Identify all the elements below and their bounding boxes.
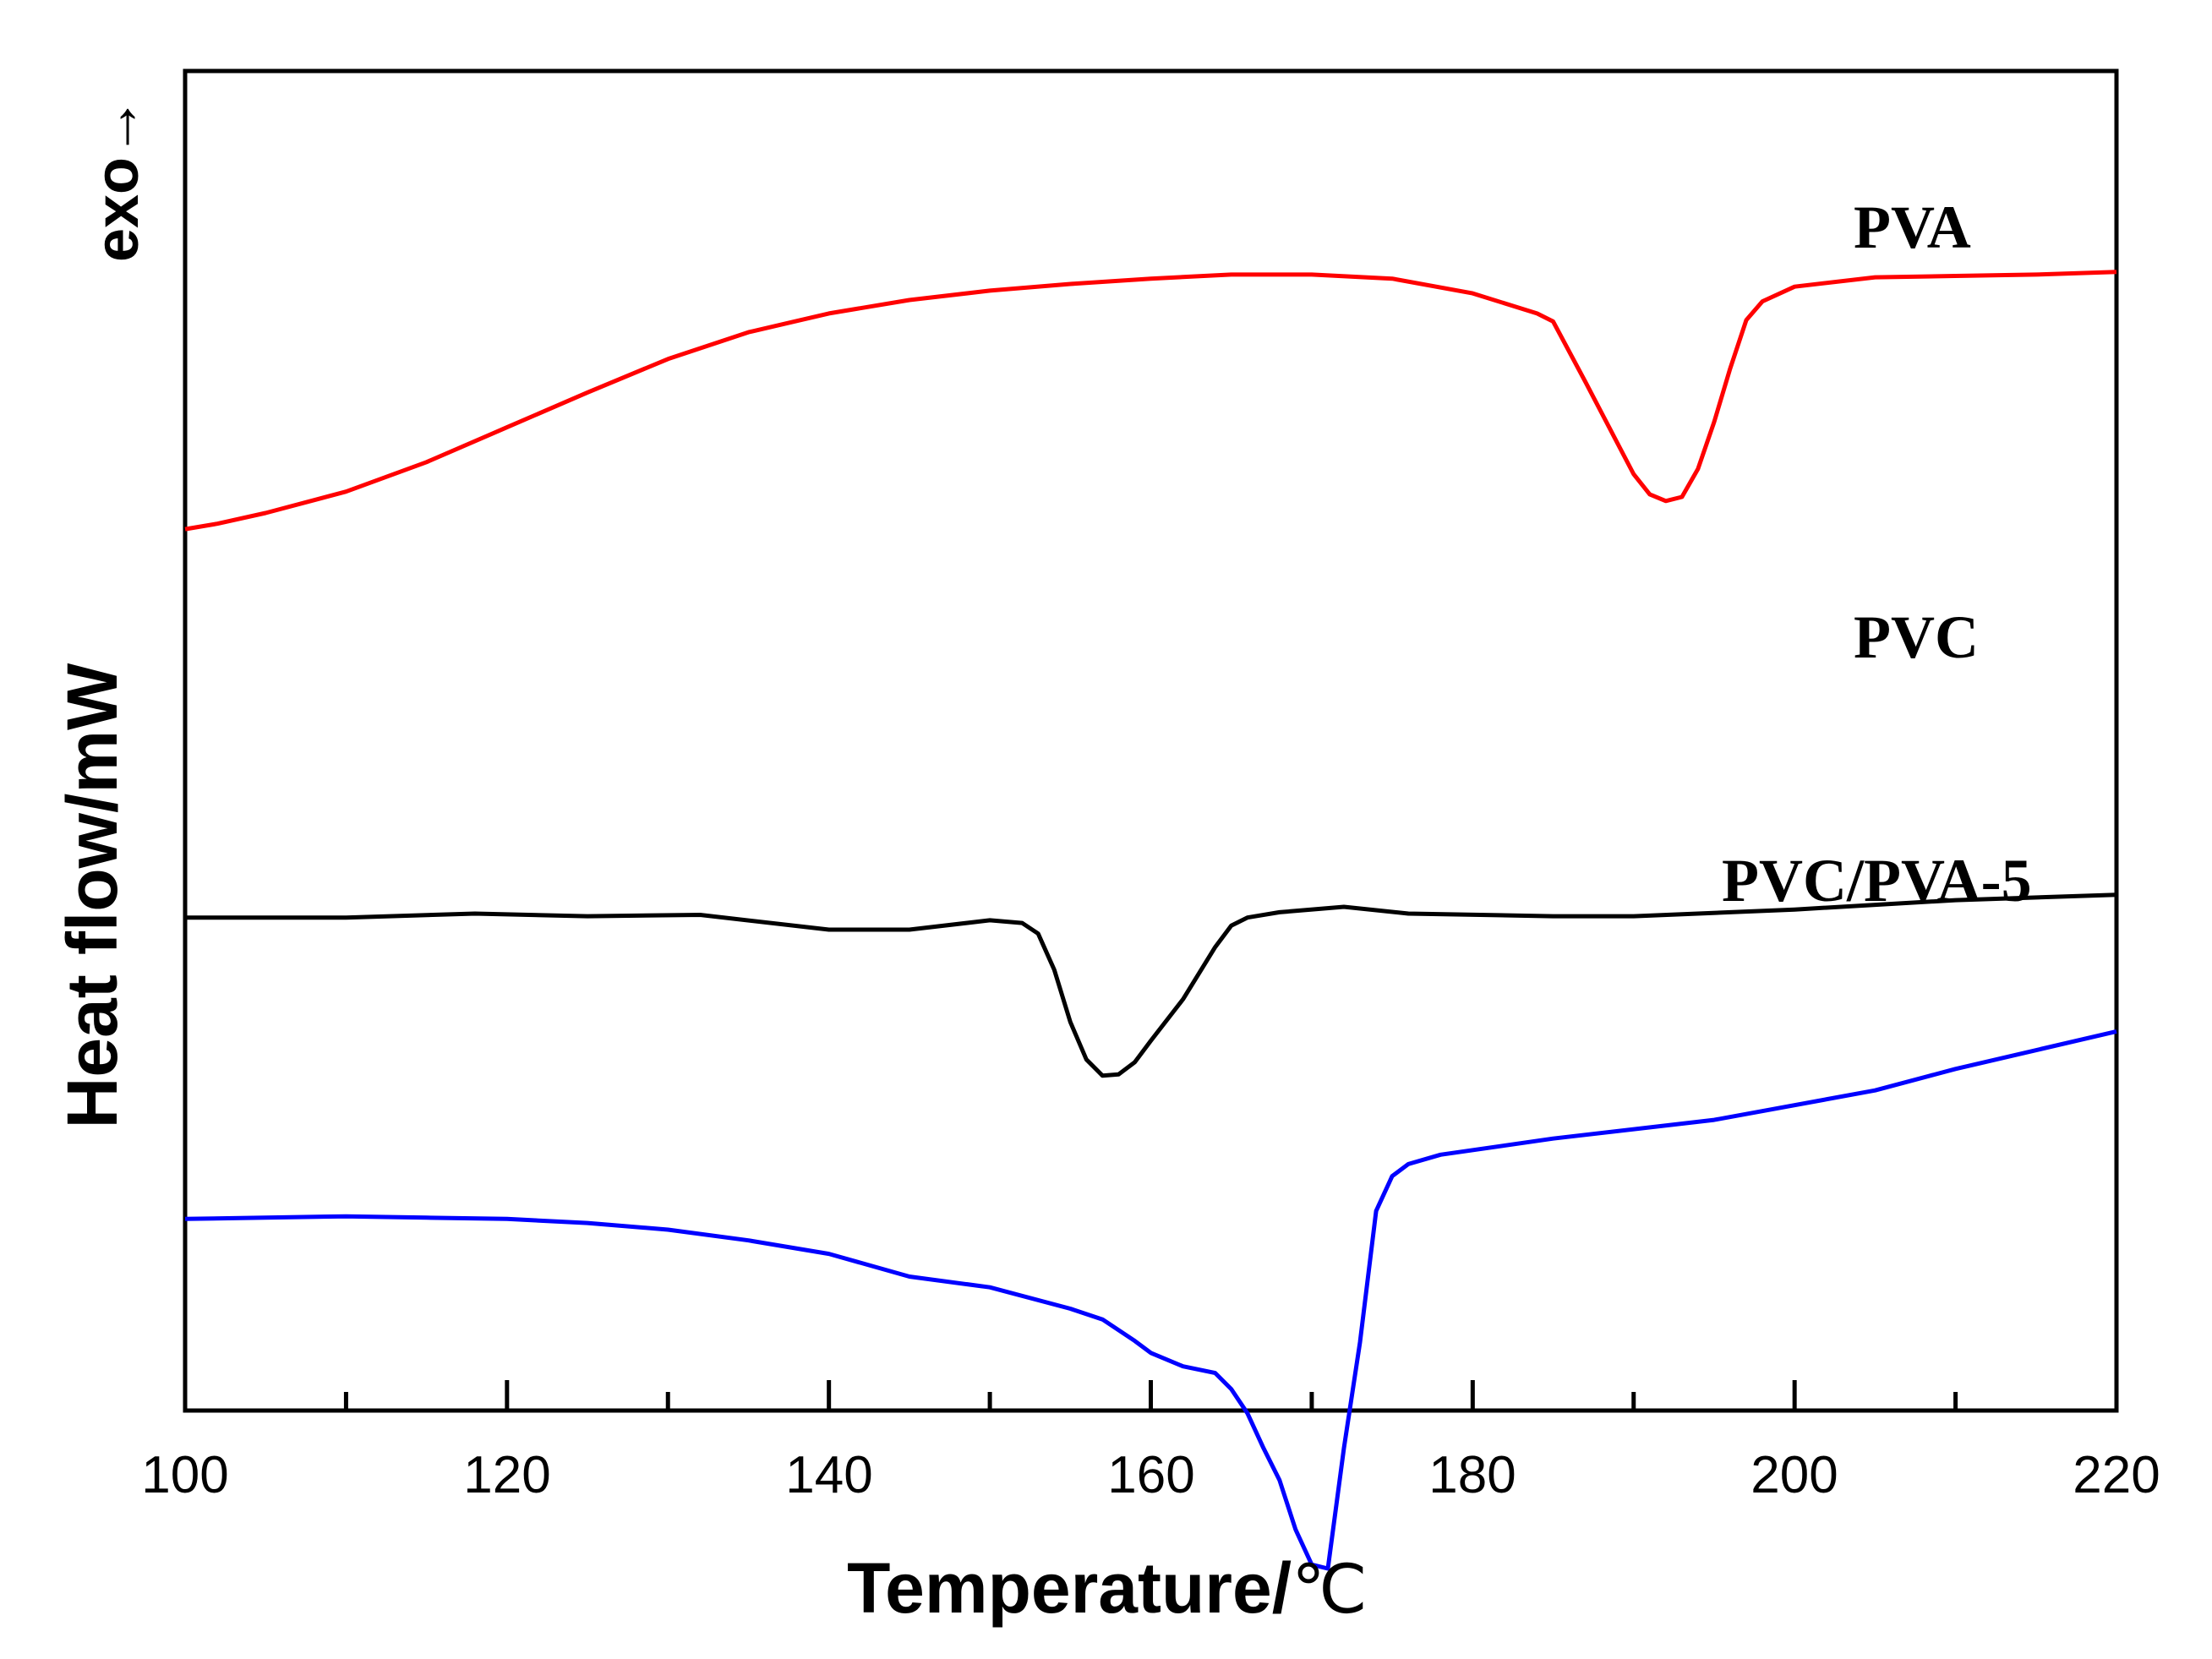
pvc-pva-5-series-line xyxy=(184,1029,2117,1571)
pva-series-label: PVA xyxy=(1854,194,1971,261)
x-axis-ticks xyxy=(183,1380,2119,1411)
x-tick-label: 220 xyxy=(2073,1446,2160,1504)
x-axis-title-unit: ℃ xyxy=(1292,1552,1368,1627)
x-axis-tick-labels: 100 120 140 160 180 200 220 xyxy=(141,1446,2160,1504)
x-tick-label: 160 xyxy=(1107,1446,1194,1504)
x-axis-title: Temperature/℃ xyxy=(847,1548,1368,1628)
pvc-pva-5-series-label: PVC/PVA-5 xyxy=(1722,847,2032,914)
x-tick-label: 180 xyxy=(1428,1446,1516,1504)
x-tick-label: 140 xyxy=(785,1446,872,1504)
x-tick-label: 100 xyxy=(141,1446,228,1504)
exo-direction-label: exo→ xyxy=(84,96,151,262)
pvc-series-line xyxy=(185,892,2117,1078)
x-tick-label: 120 xyxy=(463,1446,550,1504)
plot-frame xyxy=(183,68,2119,1413)
x-tick-label: 200 xyxy=(1750,1446,1838,1504)
pva-series-line xyxy=(184,270,2117,532)
pvc-series-label: PVC xyxy=(1854,603,1979,671)
series-layer xyxy=(184,270,2117,1571)
y-axis-title: Heat flow/mW xyxy=(52,663,132,1128)
x-axis-title-text: Temperature/ xyxy=(847,1548,1292,1628)
